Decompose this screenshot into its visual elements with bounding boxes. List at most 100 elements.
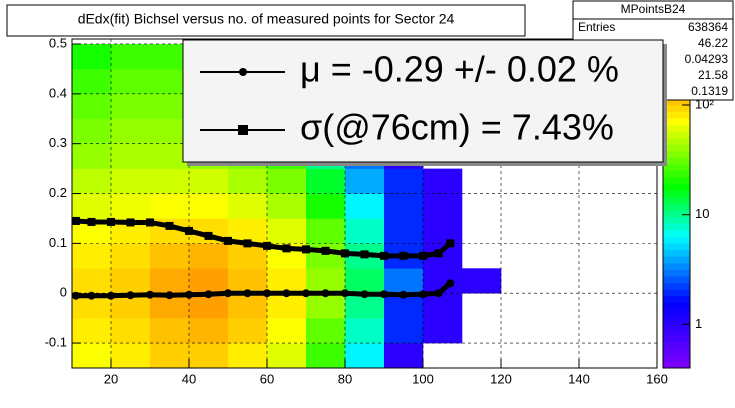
palette-swatch [663, 295, 690, 303]
marker [341, 289, 349, 298]
plot-frame [71, 38, 658, 369]
heat-cell [423, 318, 463, 344]
marker [282, 244, 291, 253]
heat-cell [111, 143, 151, 169]
marker [87, 217, 96, 226]
heat-cell [72, 68, 112, 95]
palette-swatch [663, 341, 690, 349]
heat-cell [228, 343, 268, 369]
palette-swatch [663, 190, 690, 198]
palette-swatch [663, 229, 690, 237]
palette-swatch [663, 321, 690, 330]
heat-cell [150, 168, 190, 194]
marker [107, 291, 115, 300]
heat-cell [111, 168, 151, 194]
heat-cell [384, 193, 424, 219]
palette-swatch [663, 328, 690, 336]
palette-swatch [663, 124, 690, 132]
heat-cell [72, 118, 112, 144]
heat-cell [189, 318, 229, 344]
heat-cell [345, 218, 385, 244]
marker [419, 251, 427, 260]
palette-swatch [663, 117, 690, 126]
stats-value: 0.04293 [685, 52, 729, 66]
marker [224, 289, 232, 298]
marker [185, 290, 193, 299]
marker [434, 289, 443, 298]
x-tick-label: 40 [182, 371, 196, 386]
z-tick-label: 10 [695, 206, 709, 221]
marker [399, 290, 408, 299]
heat-cell [267, 218, 307, 244]
heat-cell [384, 318, 424, 344]
y-tick-label: 0 [60, 285, 67, 300]
palette-swatch [663, 196, 690, 204]
marker [360, 250, 369, 259]
marker [87, 291, 96, 300]
marker [263, 241, 271, 250]
palette-swatch [663, 354, 690, 362]
palette-swatch [663, 144, 690, 152]
heat-cell [228, 318, 268, 344]
palette-swatch [663, 164, 690, 172]
heat-cell [150, 243, 190, 269]
marker [360, 290, 369, 299]
palette-swatch [663, 183, 690, 191]
heat-cell [462, 268, 502, 294]
palette-swatch [663, 289, 690, 297]
heat-cell [72, 318, 112, 344]
heat-cell [423, 218, 463, 244]
palette-swatch [663, 348, 690, 356]
marker [204, 231, 213, 240]
marker [341, 249, 349, 258]
heat-cell [189, 168, 229, 194]
palette-swatch [663, 170, 690, 178]
heat-cell [423, 168, 463, 194]
marker [380, 290, 388, 299]
heat-cell [189, 243, 229, 269]
y-tick-label: 0.3 [49, 135, 67, 150]
marker [243, 289, 252, 298]
marker [321, 246, 330, 255]
palette-swatch [663, 308, 690, 316]
palette-swatch [663, 137, 690, 145]
heat-cell [72, 168, 112, 194]
stats-title: MPointsB24 [621, 2, 686, 16]
heat-cell [306, 343, 346, 369]
heat-cell [189, 268, 229, 294]
heat-cell [111, 243, 151, 269]
palette-swatch [663, 236, 690, 244]
x-tick-label: 160 [646, 371, 668, 386]
legend-box [182, 39, 664, 163]
heat-cell [111, 268, 151, 294]
heat-cell [267, 293, 307, 319]
heat-cell [345, 318, 385, 344]
marker [204, 290, 213, 299]
marker [446, 279, 455, 288]
palette-swatch [663, 223, 690, 231]
palette-swatch [663, 282, 690, 290]
heat-cell [306, 168, 346, 194]
stats-value: 0.1319 [691, 84, 728, 98]
marker [146, 218, 154, 227]
x-tick-label: 80 [338, 371, 352, 386]
palette-swatch [663, 256, 690, 264]
heat-cell [72, 193, 112, 219]
heat-cell [150, 318, 190, 344]
heat-cell [345, 343, 385, 369]
palette-swatch [663, 249, 690, 257]
marker [224, 236, 232, 245]
y-tick-label: 0.5 [49, 35, 67, 50]
z-tick-label: 1 [695, 316, 702, 331]
palette-swatch [663, 98, 690, 106]
chart-title: dEdx(fit) Bichsel versus no. of measured… [78, 11, 455, 27]
heat-cell [345, 168, 385, 194]
heat-cell [72, 93, 112, 120]
stats-value: 638364 [688, 20, 728, 34]
heat-cell [228, 168, 268, 194]
stats-value: 46.22 [698, 36, 728, 50]
marker [399, 251, 408, 260]
heat-cell [267, 193, 307, 219]
palette-swatch [663, 242, 690, 251]
